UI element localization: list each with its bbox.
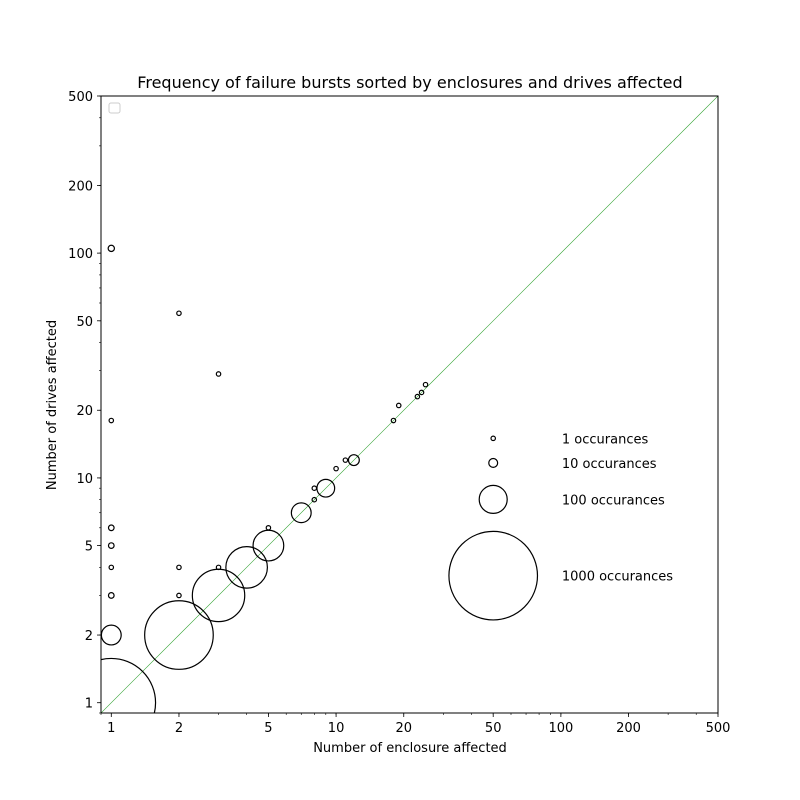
x-tick-label: 100 — [548, 721, 573, 736]
data-point — [422, 381, 429, 388]
data-point — [225, 546, 268, 589]
data-point — [333, 465, 339, 472]
size-legend-marker — [478, 484, 508, 514]
size-legend-label: 10 occurances — [562, 457, 657, 472]
plot-frame — [100, 95, 719, 714]
size-legend-marker — [488, 457, 499, 468]
x-tick-label: 20 — [395, 721, 412, 736]
y-tick-label: 100 — [68, 247, 93, 262]
data-point — [316, 478, 336, 498]
data-point — [108, 564, 115, 571]
size-legend-label: 1000 occurances — [562, 570, 673, 585]
data-point — [414, 393, 421, 400]
y-tick-label: 10 — [76, 472, 93, 487]
data-point — [107, 542, 115, 549]
x-tick-label: 1 — [107, 721, 115, 736]
y-tick-label: 2 — [85, 629, 93, 644]
y-axis-label: Number of drives affected — [45, 320, 60, 490]
data-point — [265, 524, 272, 531]
data-point — [418, 389, 425, 396]
data-point — [144, 600, 214, 670]
data-point — [347, 454, 360, 467]
plot-area — [101, 96, 718, 713]
data-point — [176, 564, 182, 571]
data-point — [215, 564, 222, 571]
chart-title: Frequency of failure bursts sorted by en… — [137, 73, 682, 92]
data-point — [215, 371, 222, 377]
data-point — [101, 624, 122, 646]
data-point — [176, 592, 182, 599]
x-tick-label: 200 — [616, 721, 641, 736]
y-tick-label: 200 — [68, 179, 93, 194]
x-tick-label: 5 — [264, 721, 272, 736]
x-tick-label: 50 — [485, 721, 502, 736]
x-tick-label: 500 — [706, 721, 731, 736]
x-tick-label: 2 — [175, 721, 183, 736]
data-point — [311, 496, 318, 503]
data-point — [342, 457, 349, 463]
data-point — [311, 485, 318, 492]
data-point — [290, 502, 312, 524]
x-tick-label: 10 — [328, 721, 345, 736]
y-tick-label: 50 — [76, 315, 93, 330]
data-point — [107, 244, 116, 253]
y-tick-label: 500 — [68, 90, 93, 105]
x-axis: 1 2 5 10 20 50 100 200 500 — [100, 713, 731, 736]
data-point — [108, 417, 115, 424]
size-legend: 1 occurances 10 occurances 100 occurances 1… — [448, 432, 673, 621]
size-legend-label: 1 occurances — [562, 432, 649, 447]
y-tick-label: 1 — [85, 697, 93, 712]
data-point — [395, 402, 402, 409]
size-legend-marker — [490, 435, 497, 442]
y-tick-label: 5 — [85, 540, 93, 555]
data-point — [176, 310, 182, 317]
data-point — [107, 592, 115, 599]
data-point — [390, 417, 397, 424]
y-tick-label: 20 — [76, 404, 93, 419]
diagonal-line — [101, 96, 718, 713]
x-axis-label: Number of enclosure affected — [313, 741, 507, 756]
y-axis: 1 2 5 10 20 50 100 200 500 — [68, 90, 101, 714]
empty-legend-box — [108, 102, 121, 114]
size-legend-marker — [448, 530, 539, 621]
data-point — [101, 657, 157, 713]
size-legend-label: 100 occurances — [562, 493, 665, 508]
data-point — [107, 524, 115, 532]
